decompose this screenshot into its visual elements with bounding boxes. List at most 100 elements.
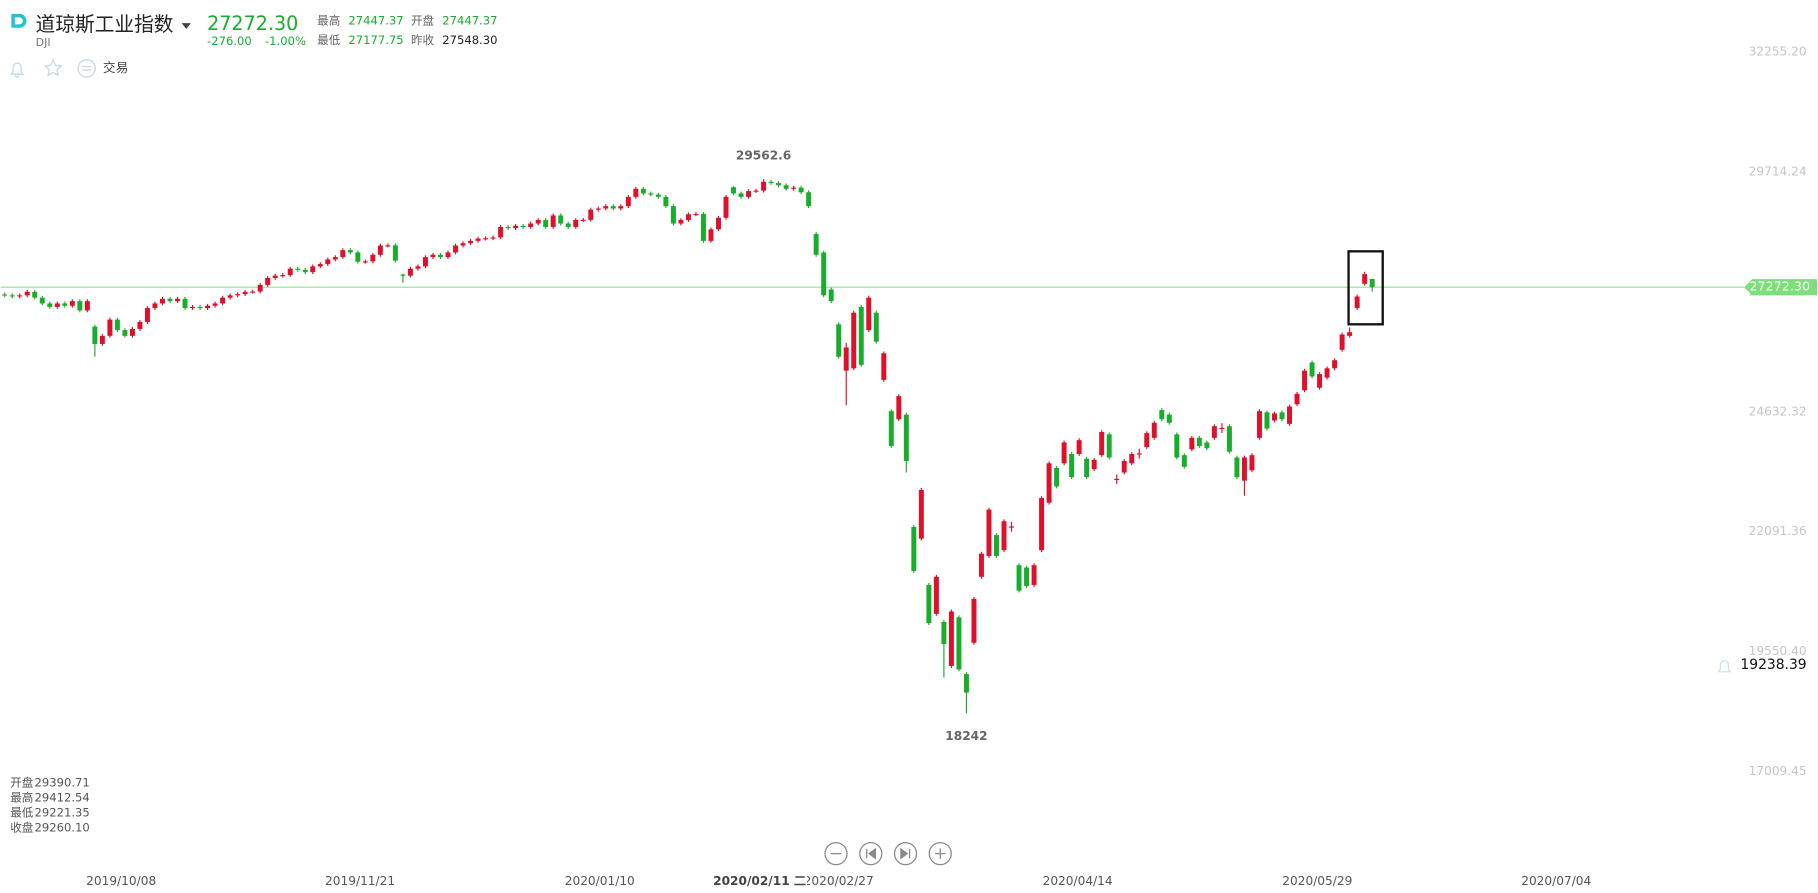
- candle-body: [1354, 296, 1360, 309]
- ohlc-label: 收盘: [10, 821, 34, 835]
- candle-body: [813, 233, 819, 255]
- candle-body: [257, 284, 263, 292]
- candle-body: [1121, 460, 1127, 473]
- candle-body: [205, 305, 211, 309]
- zoom-out[interactable]: [824, 841, 848, 866]
- candle-body: [160, 298, 165, 304]
- candle-body: [430, 254, 436, 258]
- candle-body: [528, 223, 534, 227]
- candle-body: [152, 303, 158, 309]
- favorite-icon[interactable]: [43, 58, 63, 77]
- index-name[interactable]: 道琼斯工业指数: [36, 13, 174, 36]
- candle-body: [648, 193, 654, 195]
- candle-body: [197, 306, 203, 309]
- dropdown-caret[interactable]: [181, 23, 191, 29]
- candle-body: [332, 257, 338, 260]
- candle-body: [821, 252, 827, 296]
- change: -276.00: [207, 34, 252, 48]
- candle-body: [272, 275, 278, 278]
- candle-body: [903, 414, 909, 461]
- y-tick-label: 32255.20: [1749, 45, 1807, 59]
- candle-body: [1084, 458, 1090, 478]
- candle-body: [1099, 432, 1105, 456]
- candle-body: [212, 303, 218, 306]
- candle-body: [1256, 411, 1262, 438]
- to-start[interactable]: [859, 841, 883, 866]
- candle-body: [618, 206, 624, 209]
- candle-body: [340, 250, 346, 258]
- candle-body: [445, 252, 451, 258]
- candle-body: [62, 303, 68, 306]
- candle-body: [483, 238, 489, 240]
- candle-body: [896, 396, 902, 420]
- stat-label: 开盘: [411, 13, 435, 27]
- candle-body: [1061, 442, 1067, 464]
- candle-body: [1287, 406, 1292, 424]
- candle-body: [588, 209, 594, 220]
- candle-body: [828, 289, 834, 302]
- crosshair-date-bg: [712, 870, 808, 892]
- candle-body: [325, 259, 331, 265]
- candle-body: [370, 254, 376, 262]
- candle-body: [851, 312, 857, 369]
- candle-body: [941, 621, 947, 644]
- candle-body: [1076, 440, 1082, 455]
- candle-body: [1279, 412, 1285, 420]
- candle-body: [1016, 565, 1022, 591]
- zoom-in[interactable]: [928, 841, 952, 866]
- candle-body: [1362, 274, 1368, 284]
- candle-body: [520, 225, 526, 227]
- candle-body: [911, 526, 917, 571]
- candle-body: [693, 213, 699, 216]
- trade-button[interactable]: 交易: [103, 60, 128, 76]
- candle-body: [1054, 467, 1060, 487]
- candle-body: [227, 295, 233, 298]
- ohlc-value: 29412.54: [35, 791, 90, 805]
- candle-body: [746, 191, 752, 197]
- candle-body: [1174, 434, 1180, 458]
- candle-body: [806, 192, 812, 207]
- candle-body: [1332, 360, 1338, 369]
- candle-body: [302, 269, 308, 273]
- alert-icon[interactable]: [9, 62, 25, 78]
- candle-body: [1069, 454, 1075, 478]
- candle-body: [9, 295, 15, 297]
- candle-body: [1031, 565, 1037, 585]
- candle-body: [175, 298, 180, 302]
- candle-body: [1324, 368, 1330, 378]
- candle-body: [994, 535, 999, 556]
- candle-body: [543, 220, 549, 227]
- candle-body: [978, 553, 984, 577]
- ohlc-label: 最低: [10, 806, 34, 820]
- candle-body: [77, 301, 83, 311]
- candle-body: [1339, 334, 1345, 350]
- candle-body: [490, 237, 496, 239]
- index-code: DJI: [36, 36, 51, 49]
- candle-body: [347, 250, 353, 253]
- x-tick-label: 2020/01/10: [565, 874, 635, 888]
- change-percent: -1.00%: [265, 34, 306, 48]
- candle-body: [99, 335, 105, 344]
- candle-body: [610, 206, 616, 209]
- candle-body: [723, 196, 729, 218]
- candle-body: [167, 298, 173, 302]
- candle-body: [550, 215, 556, 227]
- trade-icon[interactable]: [77, 58, 97, 78]
- candle-body: [625, 196, 631, 207]
- candle-body: [24, 291, 30, 296]
- to-end[interactable]: [893, 841, 918, 866]
- candle-body: [32, 291, 38, 298]
- candle-body: [1234, 457, 1240, 478]
- price-alert-icon[interactable]: [1717, 660, 1732, 673]
- candle-body: [843, 347, 849, 371]
- candle-body: [700, 213, 706, 241]
- trade-icon-lines: [82, 65, 92, 71]
- candle-body: [265, 277, 271, 285]
- candle-body: [1294, 393, 1300, 405]
- candle-body: [137, 321, 143, 329]
- candle-body: [1189, 437, 1195, 450]
- candle-body: [603, 206, 609, 209]
- y-tick-label: 19550.40: [1749, 644, 1807, 658]
